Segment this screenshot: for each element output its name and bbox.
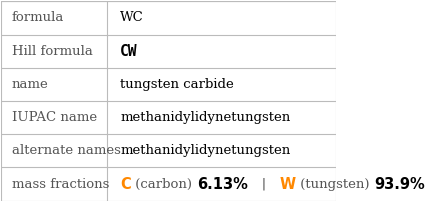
Text: |: | — [249, 178, 279, 190]
Text: Hill formula: Hill formula — [12, 45, 93, 58]
Text: W: W — [279, 177, 295, 191]
Text: (tungsten): (tungsten) — [296, 178, 373, 190]
Text: IUPAC name: IUPAC name — [12, 111, 97, 124]
Text: 93.9%: 93.9% — [374, 177, 425, 191]
Text: CW: CW — [120, 44, 138, 59]
Text: C: C — [120, 177, 131, 191]
Text: 6.13%: 6.13% — [197, 177, 248, 191]
Text: mass fractions: mass fractions — [12, 178, 109, 190]
Text: name: name — [12, 78, 49, 91]
Text: (carbon): (carbon) — [131, 178, 196, 190]
Text: formula: formula — [12, 12, 64, 24]
Text: tungsten carbide: tungsten carbide — [120, 78, 234, 91]
Text: WC: WC — [120, 12, 144, 24]
Text: methanidylidynetungsten: methanidylidynetungsten — [120, 144, 291, 157]
Text: methanidylidynetungsten: methanidylidynetungsten — [120, 111, 291, 124]
Text: alternate names: alternate names — [12, 144, 121, 157]
